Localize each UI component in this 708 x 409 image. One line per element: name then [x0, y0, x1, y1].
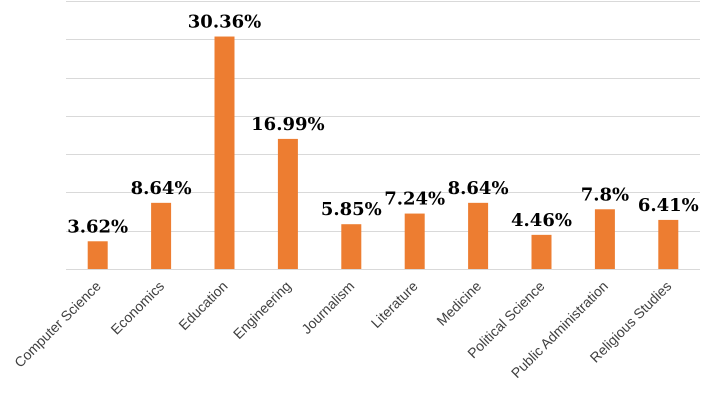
category-label: Journalism [298, 278, 357, 337]
data-labels: 3.62%8.64%30.36%16.99%5.85%7.24%8.64%4.4… [67, 12, 699, 238]
bar-political-science [531, 234, 552, 269]
category-label: Economics [107, 278, 167, 338]
bar-engineering [277, 138, 298, 269]
bar-economics [151, 202, 172, 269]
bar-literature [404, 213, 425, 269]
data-label: 30.36% [188, 12, 261, 33]
bar-religious-studies [658, 219, 679, 269]
category-label: Engineering [230, 278, 294, 342]
data-label: 8.64% [131, 178, 192, 199]
category-label: Computer Science [11, 278, 104, 371]
data-label: 3.62% [67, 216, 128, 237]
category-label: Literature [368, 278, 421, 331]
data-label: 7.24% [384, 189, 445, 210]
data-label: 16.99% [251, 114, 324, 135]
bar-medicine [468, 202, 489, 269]
data-label: 8.64% [448, 178, 509, 199]
gridlines [66, 1, 700, 270]
bar-computer-science [87, 241, 108, 269]
data-label: 7.8% [581, 184, 629, 205]
data-label: 4.46% [511, 210, 572, 231]
category-label: Medicine [433, 278, 484, 329]
bar-education [214, 36, 235, 269]
category-labels: Computer Science Economics Education Engine… [11, 278, 674, 381]
category-label: Education [175, 278, 230, 333]
bar-journalism [341, 224, 362, 269]
bar-public-administration [594, 209, 615, 269]
bars [87, 36, 679, 269]
data-label: 5.85% [321, 199, 382, 220]
data-label: 6.41% [638, 195, 699, 216]
